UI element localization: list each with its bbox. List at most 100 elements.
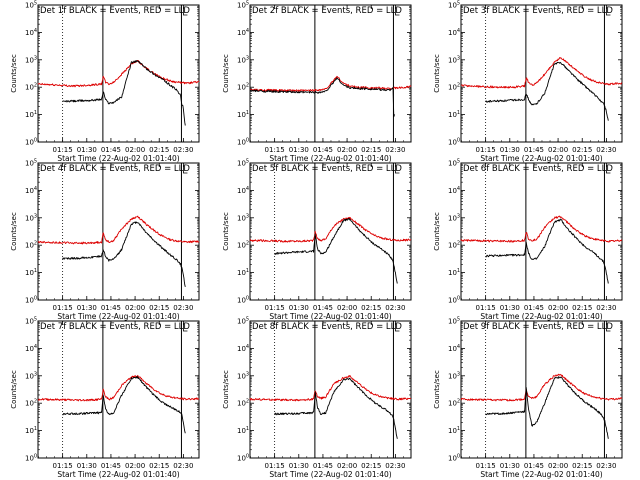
y-tick-label: 101 (25, 268, 37, 277)
x-tick-label: 01:45 (524, 146, 544, 154)
y-tick-label: 102 (237, 241, 249, 250)
panel-det-8: Det 8f BLACK = Events, RED = LLD 100 101 10… (222, 317, 412, 479)
plot-frame (37, 320, 200, 459)
events-series-line (485, 218, 609, 284)
panel-title: Det 4f BLACK = Events, RED = LLD (40, 164, 190, 174)
x-tick-label: 02:30 (596, 304, 616, 312)
panel-det-2: Det 2f BLACK = Events, RED = LLD 100 101 10… (222, 1, 412, 163)
y-tick-label: 104 (448, 344, 460, 353)
events-series-line (274, 377, 398, 439)
x-axis-label: Start Time (22-Aug-02 01:01:40) (57, 154, 179, 163)
panel-det-3: Det 3f BLACK = Events, RED = LLD 100 101 10… (433, 1, 623, 163)
panel-title: Det 9f BLACK = Events, RED = LLD (463, 322, 613, 332)
x-tick-label: 02:30 (596, 462, 616, 470)
end-marker-flag (183, 7, 188, 16)
x-tick-label: 01:45 (313, 462, 333, 470)
y-tick-label: 100 (448, 296, 460, 305)
x-tick-label: 01:45 (313, 304, 333, 312)
y-tick-label: 101 (25, 110, 37, 119)
plot-frame (37, 4, 200, 143)
lld-series-line (37, 374, 200, 402)
x-tick-label: 02:30 (385, 304, 405, 312)
y-tick-label: 104 (237, 28, 249, 37)
x-tick-label: 02:00 (337, 304, 357, 312)
y-tick-label: 102 (448, 399, 460, 408)
x-axis-label: Start Time (22-Aug-02 01:01:40) (480, 312, 602, 321)
x-tick-label: 01:30 (77, 304, 97, 312)
y-tick-label: 104 (25, 344, 37, 353)
y-tick-label: 101 (237, 110, 249, 119)
y-tick-label: 101 (237, 426, 249, 435)
y-tick-label: 102 (448, 241, 460, 250)
y-tick-label: 100 (237, 138, 249, 147)
x-tick-label: 02:15 (149, 462, 169, 470)
y-tick-label: 105 (237, 1, 249, 10)
panel-title: Det 3f BLACK = Events, RED = LLD (463, 6, 613, 16)
x-tick-label: 02:00 (337, 146, 357, 154)
x-tick-label: 01:15 (476, 146, 496, 154)
y-tick-label: 104 (237, 186, 249, 195)
end-marker-flag (183, 323, 188, 332)
y-tick-label: 102 (25, 83, 37, 92)
lld-series-line (37, 59, 200, 88)
x-tick-label: 01:30 (289, 304, 309, 312)
y-tick-label: 104 (25, 186, 37, 195)
x-tick-label: 01:15 (265, 304, 285, 312)
x-tick-label: 01:15 (476, 304, 496, 312)
x-tick-label: 02:30 (173, 304, 193, 312)
y-axis-label: Counts/sec (222, 212, 230, 251)
plot-frame (460, 320, 623, 459)
y-axis-label: Counts/sec (10, 212, 18, 251)
y-tick-label: 102 (25, 241, 37, 250)
plot-frame (460, 4, 623, 143)
x-tick-label: 01:45 (101, 146, 121, 154)
y-tick-label: 103 (237, 55, 249, 64)
events-series-line (62, 60, 186, 126)
x-tick-label: 01:30 (500, 304, 520, 312)
x-tick-label: 02:30 (173, 462, 193, 470)
panel-title: Det 7f BLACK = Events, RED = LLD (40, 322, 190, 332)
x-tick-label: 02:00 (125, 462, 145, 470)
y-tick-label: 105 (25, 317, 37, 326)
end-marker-flag (395, 7, 400, 16)
y-axis-label: Counts/sec (222, 54, 230, 93)
x-tick-label: 01:30 (500, 462, 520, 470)
y-tick-label: 105 (448, 317, 460, 326)
events-series-line (62, 376, 186, 434)
panel-title: Det 8f BLACK = Events, RED = LLD (252, 322, 402, 332)
y-tick-label: 102 (448, 83, 460, 92)
y-tick-label: 100 (25, 454, 37, 463)
plot-frame (460, 162, 623, 301)
y-tick-label: 104 (25, 28, 37, 37)
y-tick-label: 100 (25, 138, 37, 147)
x-tick-label: 01:15 (53, 304, 73, 312)
x-axis-label: Start Time (22-Aug-02 01:01:40) (269, 470, 391, 479)
x-tick-label: 02:30 (385, 462, 405, 470)
y-tick-label: 104 (448, 186, 460, 195)
lld-series-line (460, 373, 623, 402)
end-marker-flag (395, 323, 400, 332)
x-axis-label: Start Time (22-Aug-02 01:01:40) (57, 312, 179, 321)
x-tick-label: 01:15 (265, 146, 285, 154)
x-tick-label: 02:15 (149, 304, 169, 312)
y-tick-label: 103 (448, 55, 460, 64)
y-tick-label: 101 (448, 110, 460, 119)
panel-title: Det 1f BLACK = Events, RED = LLD (40, 6, 190, 16)
y-tick-label: 103 (448, 213, 460, 222)
y-axis-label: Counts/sec (222, 370, 230, 409)
y-tick-label: 102 (25, 399, 37, 408)
end-marker-flag (606, 165, 611, 174)
x-tick-label: 02:30 (385, 146, 405, 154)
y-tick-label: 105 (25, 159, 37, 168)
plot-frame (249, 4, 412, 143)
plot-frame (249, 320, 412, 459)
y-axis-label: Counts/sec (10, 54, 18, 93)
panel-title: Det 6f BLACK = Events, RED = LLD (463, 164, 613, 174)
y-axis-label: Counts/sec (433, 212, 441, 251)
x-tick-label: 02:15 (361, 462, 381, 470)
x-tick-label: 01:30 (77, 462, 97, 470)
events-series-line (62, 221, 186, 288)
panel-det-4: Det 4f BLACK = Events, RED = LLD 100 101 10… (10, 159, 200, 321)
y-tick-label: 100 (448, 138, 460, 147)
